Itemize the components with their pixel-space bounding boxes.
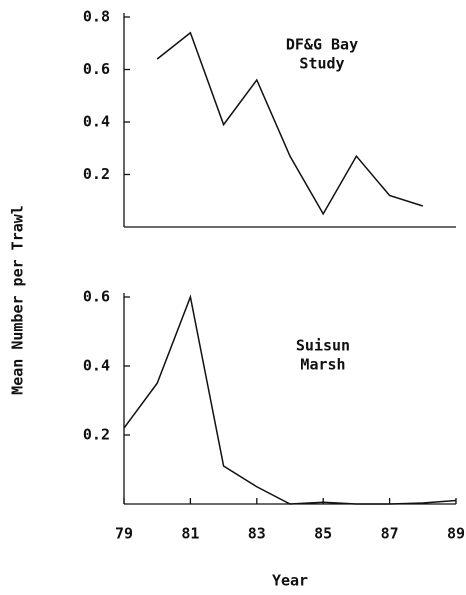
- x-tick-label: 87: [381, 525, 399, 543]
- annotation: Marsh: [300, 356, 345, 374]
- x-tick-label: 79: [115, 525, 133, 543]
- y-tick-label: 0.6: [83, 288, 110, 306]
- y-tick-label: 0.2: [83, 426, 110, 444]
- x-tick-label: 81: [181, 525, 199, 543]
- y-tick-label: 0.2: [83, 165, 110, 183]
- annotation: Suisun: [296, 337, 350, 355]
- annotation: DF&G Bay: [286, 36, 358, 54]
- x-axis-label: Year: [272, 572, 308, 590]
- y-tick-label: 0.6: [83, 60, 110, 78]
- y-tick-label: 0.4: [83, 357, 110, 375]
- annotation: Study: [299, 55, 344, 73]
- x-tick-label: 85: [314, 525, 332, 543]
- data-line: [123, 294, 457, 505]
- y-tick-label: 0.8: [83, 8, 110, 26]
- y-tick-label: 0.4: [83, 113, 110, 131]
- x-tick-label: 89: [447, 525, 465, 543]
- x-tick-label: 83: [248, 525, 266, 543]
- y-axis-label: Mean Number per Trawl: [9, 205, 27, 395]
- data-line: [156, 31, 424, 216]
